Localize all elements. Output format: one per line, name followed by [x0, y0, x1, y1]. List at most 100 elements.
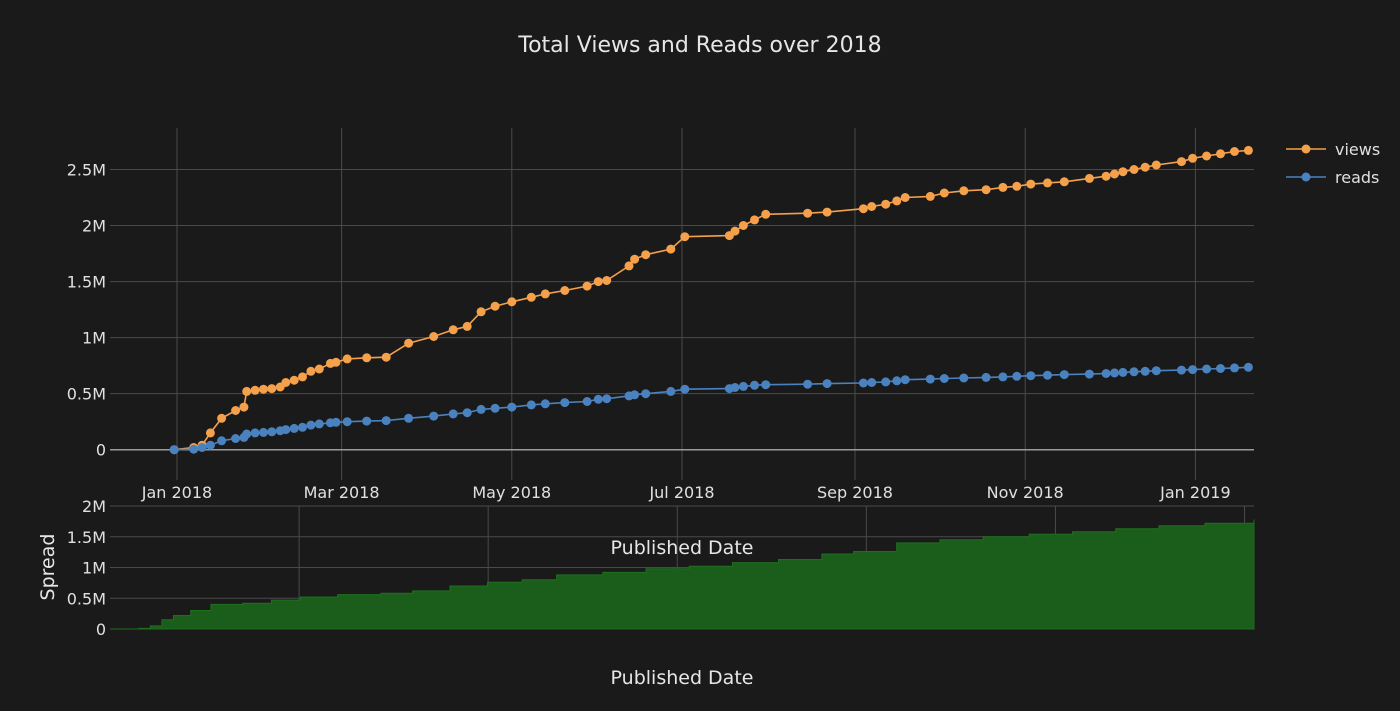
data-point-views[interactable]	[507, 297, 517, 307]
data-point-reads[interactable]	[959, 373, 969, 383]
data-point-reads[interactable]	[822, 379, 832, 389]
legend-item-views[interactable]: views	[1286, 140, 1380, 159]
data-point-reads[interactable]	[1084, 369, 1094, 379]
data-point-reads[interactable]	[1026, 371, 1036, 381]
data-point-reads[interactable]	[1188, 365, 1198, 375]
data-point-views[interactable]	[602, 276, 612, 285]
data-point-views[interactable]	[231, 406, 241, 415]
data-point-reads[interactable]	[404, 413, 414, 423]
data-point-views[interactable]	[342, 354, 352, 364]
data-point-views[interactable]	[1151, 160, 1161, 170]
data-point-views[interactable]	[250, 385, 260, 395]
data-point-reads[interactable]	[189, 444, 199, 454]
data-point-reads[interactable]	[490, 403, 500, 413]
series-views[interactable]	[169, 145, 1253, 455]
data-point-views[interactable]	[1140, 162, 1150, 172]
data-point-reads[interactable]	[867, 378, 877, 387]
data-point-reads[interactable]	[1012, 371, 1022, 381]
data-point-views[interactable]	[331, 357, 341, 367]
data-point-reads[interactable]	[281, 425, 291, 435]
data-point-reads[interactable]	[803, 379, 813, 389]
data-point-views[interactable]	[630, 254, 640, 264]
data-point-reads[interactable]	[259, 427, 268, 437]
data-point-views[interactable]	[490, 301, 500, 311]
data-point-views[interactable]	[217, 413, 227, 423]
data-point-reads[interactable]	[1243, 362, 1253, 372]
data-point-reads[interactable]	[998, 372, 1008, 382]
data-point-reads[interactable]	[217, 436, 227, 446]
legend-item-reads[interactable]: reads	[1286, 168, 1379, 187]
data-point-reads[interactable]	[1059, 370, 1069, 380]
data-point-views[interactable]	[1084, 173, 1094, 183]
data-point-views[interactable]	[1230, 147, 1239, 156]
data-point-reads[interactable]	[1230, 363, 1239, 373]
data-point-views[interactable]	[205, 428, 215, 438]
data-point-reads[interactable]	[738, 381, 748, 391]
data-point-views[interactable]	[1059, 177, 1069, 187]
data-point-reads[interactable]	[507, 402, 517, 412]
legend[interactable]: views reads	[1286, 140, 1380, 187]
data-point-reads[interactable]	[1043, 370, 1052, 380]
data-point-reads[interactable]	[582, 397, 592, 406]
data-point-reads[interactable]	[925, 374, 935, 384]
data-point-views[interactable]	[1110, 169, 1119, 179]
data-point-views[interactable]	[858, 204, 868, 214]
data-point-reads[interactable]	[560, 398, 570, 408]
data-point-views[interactable]	[298, 372, 307, 382]
data-point-reads[interactable]	[593, 394, 603, 404]
data-point-reads[interactable]	[197, 443, 207, 452]
data-point-views[interactable]	[540, 289, 550, 299]
data-point-reads[interactable]	[462, 408, 472, 418]
data-point-reads[interactable]	[331, 417, 341, 427]
data-point-reads[interactable]	[526, 400, 536, 410]
data-point-views[interactable]	[900, 193, 910, 202]
data-point-views[interactable]	[1026, 179, 1036, 189]
data-point-views[interactable]	[582, 281, 592, 291]
data-point-reads[interactable]	[298, 422, 307, 432]
data-point-views[interactable]	[381, 352, 391, 362]
data-point-views[interactable]	[1188, 153, 1198, 163]
data-point-views[interactable]	[239, 402, 249, 412]
spread-area[interactable]	[110, 519, 1255, 630]
data-point-views[interactable]	[1177, 157, 1186, 167]
data-point-views[interactable]	[641, 250, 651, 260]
data-point-reads[interactable]	[429, 411, 439, 421]
data-point-reads[interactable]	[381, 416, 391, 426]
data-point-reads[interactable]	[476, 404, 486, 414]
data-point-reads[interactable]	[540, 399, 550, 409]
data-point-views[interactable]	[1101, 171, 1111, 181]
data-point-views[interactable]	[892, 196, 902, 206]
data-point-reads[interactable]	[1118, 367, 1128, 377]
data-point-views[interactable]	[1202, 151, 1212, 161]
data-point-reads[interactable]	[881, 377, 891, 387]
data-point-reads[interactable]	[289, 423, 299, 433]
data-point-reads[interactable]	[630, 390, 640, 400]
data-point-reads[interactable]	[1216, 364, 1225, 373]
data-point-views[interactable]	[867, 202, 877, 211]
data-point-reads[interactable]	[1151, 366, 1161, 376]
data-point-reads[interactable]	[267, 427, 277, 437]
data-point-views[interactable]	[750, 215, 759, 225]
data-point-reads[interactable]	[641, 389, 651, 399]
data-point-reads[interactable]	[602, 394, 612, 404]
data-point-views[interactable]	[998, 182, 1008, 192]
data-point-views[interactable]	[242, 386, 252, 396]
data-point-views[interactable]	[959, 186, 969, 196]
data-point-views[interactable]	[1118, 167, 1128, 177]
data-point-reads[interactable]	[362, 416, 372, 426]
data-point-reads[interactable]	[342, 417, 352, 427]
data-point-views[interactable]	[429, 332, 439, 341]
data-point-reads[interactable]	[231, 434, 241, 443]
data-point-reads[interactable]	[169, 445, 179, 455]
data-point-views[interactable]	[881, 199, 891, 209]
data-point-reads[interactable]	[981, 372, 991, 382]
data-point-reads[interactable]	[1177, 365, 1186, 375]
data-point-views[interactable]	[267, 384, 277, 394]
data-point-views[interactable]	[526, 292, 536, 302]
data-point-views[interactable]	[925, 191, 935, 201]
data-point-reads[interactable]	[900, 375, 910, 385]
data-point-reads[interactable]	[680, 384, 690, 394]
data-point-reads[interactable]	[666, 386, 676, 396]
data-point-views[interactable]	[1012, 181, 1022, 191]
data-point-views[interactable]	[560, 286, 570, 295]
